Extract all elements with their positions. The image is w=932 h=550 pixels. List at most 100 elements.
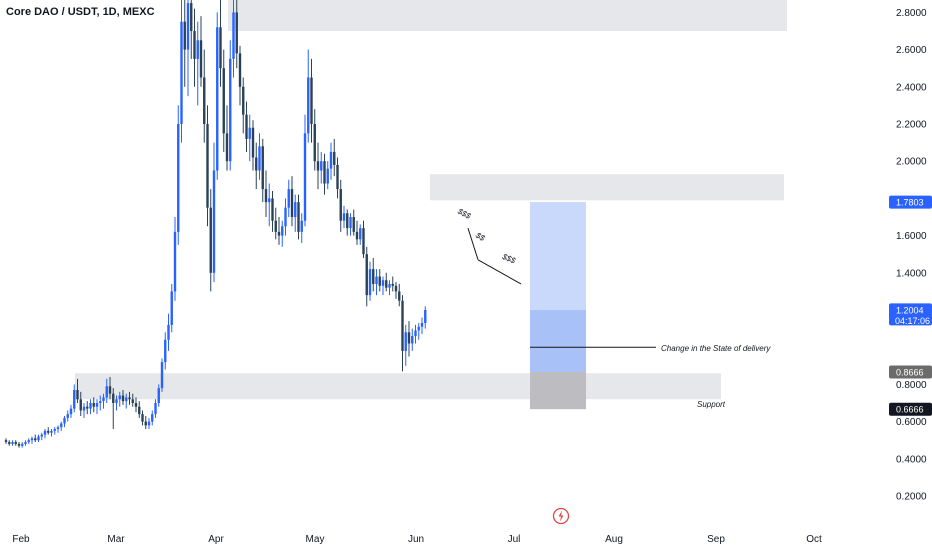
price-tag-label: 0.8666 — [896, 368, 924, 378]
entry-zone — [530, 310, 586, 373]
candle-body — [63, 417, 66, 424]
candle-body — [177, 124, 180, 232]
candle-body — [420, 323, 424, 327]
candle-body — [69, 408, 73, 415]
candle-body — [4, 440, 8, 443]
candle-body — [92, 403, 95, 407]
annotation-3: Change in the State of delivery — [661, 344, 771, 353]
candle-body — [268, 198, 271, 203]
candle-body — [417, 326, 420, 331]
y-axis[interactable]: 2.8000 2.6000 2.4000 2.2000 2.0000 1.6000 1.40… — [896, 8, 927, 503]
y-tick-label: 1.4000 — [896, 268, 927, 279]
candle-body — [216, 27, 219, 171]
candle-body — [212, 170, 216, 273]
candle-body — [151, 414, 154, 422]
candle-body — [225, 133, 229, 162]
candle-body — [43, 430, 47, 435]
candle-body — [157, 388, 160, 403]
candle-body — [21, 443, 24, 446]
candle-body — [8, 442, 11, 444]
candle-body — [30, 438, 34, 441]
candle-body — [362, 228, 365, 255]
candle-body — [47, 430, 50, 433]
candle-body — [339, 189, 342, 221]
candle-body — [238, 53, 242, 87]
candle-body — [297, 202, 300, 232]
candle-body — [34, 438, 37, 441]
y-tick-label: 1.6000 — [896, 231, 927, 242]
candle-body — [27, 440, 30, 443]
candle-body — [368, 269, 372, 296]
x-tick-label: Jun — [408, 534, 424, 545]
candle-body — [112, 393, 115, 403]
candle-body — [79, 399, 82, 411]
candle-body — [258, 146, 261, 171]
candle-body — [86, 406, 89, 409]
x-tick-label: Apr — [208, 534, 224, 545]
candle-body — [183, 21, 186, 50]
x-tick-label: Sep — [707, 534, 725, 545]
candle-body — [264, 189, 268, 203]
candle-body — [193, 31, 196, 59]
y-tick-label: 2.2000 — [896, 120, 927, 131]
x-tick-label: Oct — [806, 534, 822, 545]
price-tag-label: 1.2004 — [896, 305, 924, 315]
y-tick-label: 2.4000 — [896, 82, 927, 93]
stop-zone — [530, 372, 586, 410]
candle-body — [342, 213, 346, 221]
zone-1 — [430, 174, 784, 201]
candle-body — [128, 397, 131, 400]
candle-body — [404, 332, 407, 351]
candle-body — [329, 151, 333, 169]
candle-body — [326, 168, 329, 184]
y-tick-label: 2.0000 — [896, 157, 927, 168]
long-position-tool[interactable] — [530, 202, 586, 410]
candle-body — [313, 124, 316, 162]
y-tick-label: 0.8000 — [896, 380, 927, 391]
candle-body — [385, 280, 388, 288]
candle-body — [131, 399, 134, 403]
candle-body — [56, 427, 60, 430]
candle-body — [271, 198, 274, 221]
trend-line — [477, 259, 522, 285]
candle-body — [323, 161, 326, 184]
candle-body — [349, 217, 352, 229]
candle-body — [141, 414, 144, 422]
candle-body — [219, 27, 222, 69]
candle-body — [284, 207, 287, 227]
candle-body — [407, 332, 411, 344]
candle-body — [232, 12, 235, 59]
candle-body — [147, 421, 151, 426]
candle-body — [303, 133, 307, 221]
x-tick-label: May — [306, 534, 325, 545]
candle-body — [203, 77, 206, 124]
candle-body — [414, 330, 417, 337]
candle-body — [118, 395, 121, 400]
candle-body — [372, 269, 375, 284]
lightning-icon[interactable] — [552, 507, 570, 525]
candle-body — [89, 403, 92, 409]
candle-body — [108, 386, 112, 394]
candle-body — [248, 127, 251, 139]
candle-body — [73, 389, 76, 409]
chart-title: Core DAO / USDT, 1D, MEXC — [6, 6, 155, 18]
x-axis[interactable]: Feb Mar Apr May Jun Jul Aug Sep Oct — [12, 534, 822, 545]
candle-body — [144, 421, 147, 426]
candle-body — [300, 220, 303, 232]
candle-body — [401, 300, 404, 351]
x-tick-label: Mar — [107, 534, 125, 545]
candles-layer — [4, 0, 427, 448]
zone-2 — [75, 373, 721, 400]
trend-line — [467, 228, 479, 260]
candle-body — [229, 58, 232, 162]
candle-body — [375, 276, 378, 284]
candle-body — [173, 231, 177, 292]
candle-body — [411, 336, 414, 344]
candle-body — [222, 68, 225, 134]
candle-body — [365, 254, 368, 296]
candle-body — [287, 189, 290, 208]
x-tick-label: Jul — [508, 534, 521, 545]
candle-body — [355, 231, 359, 240]
candle-body — [388, 283, 391, 288]
